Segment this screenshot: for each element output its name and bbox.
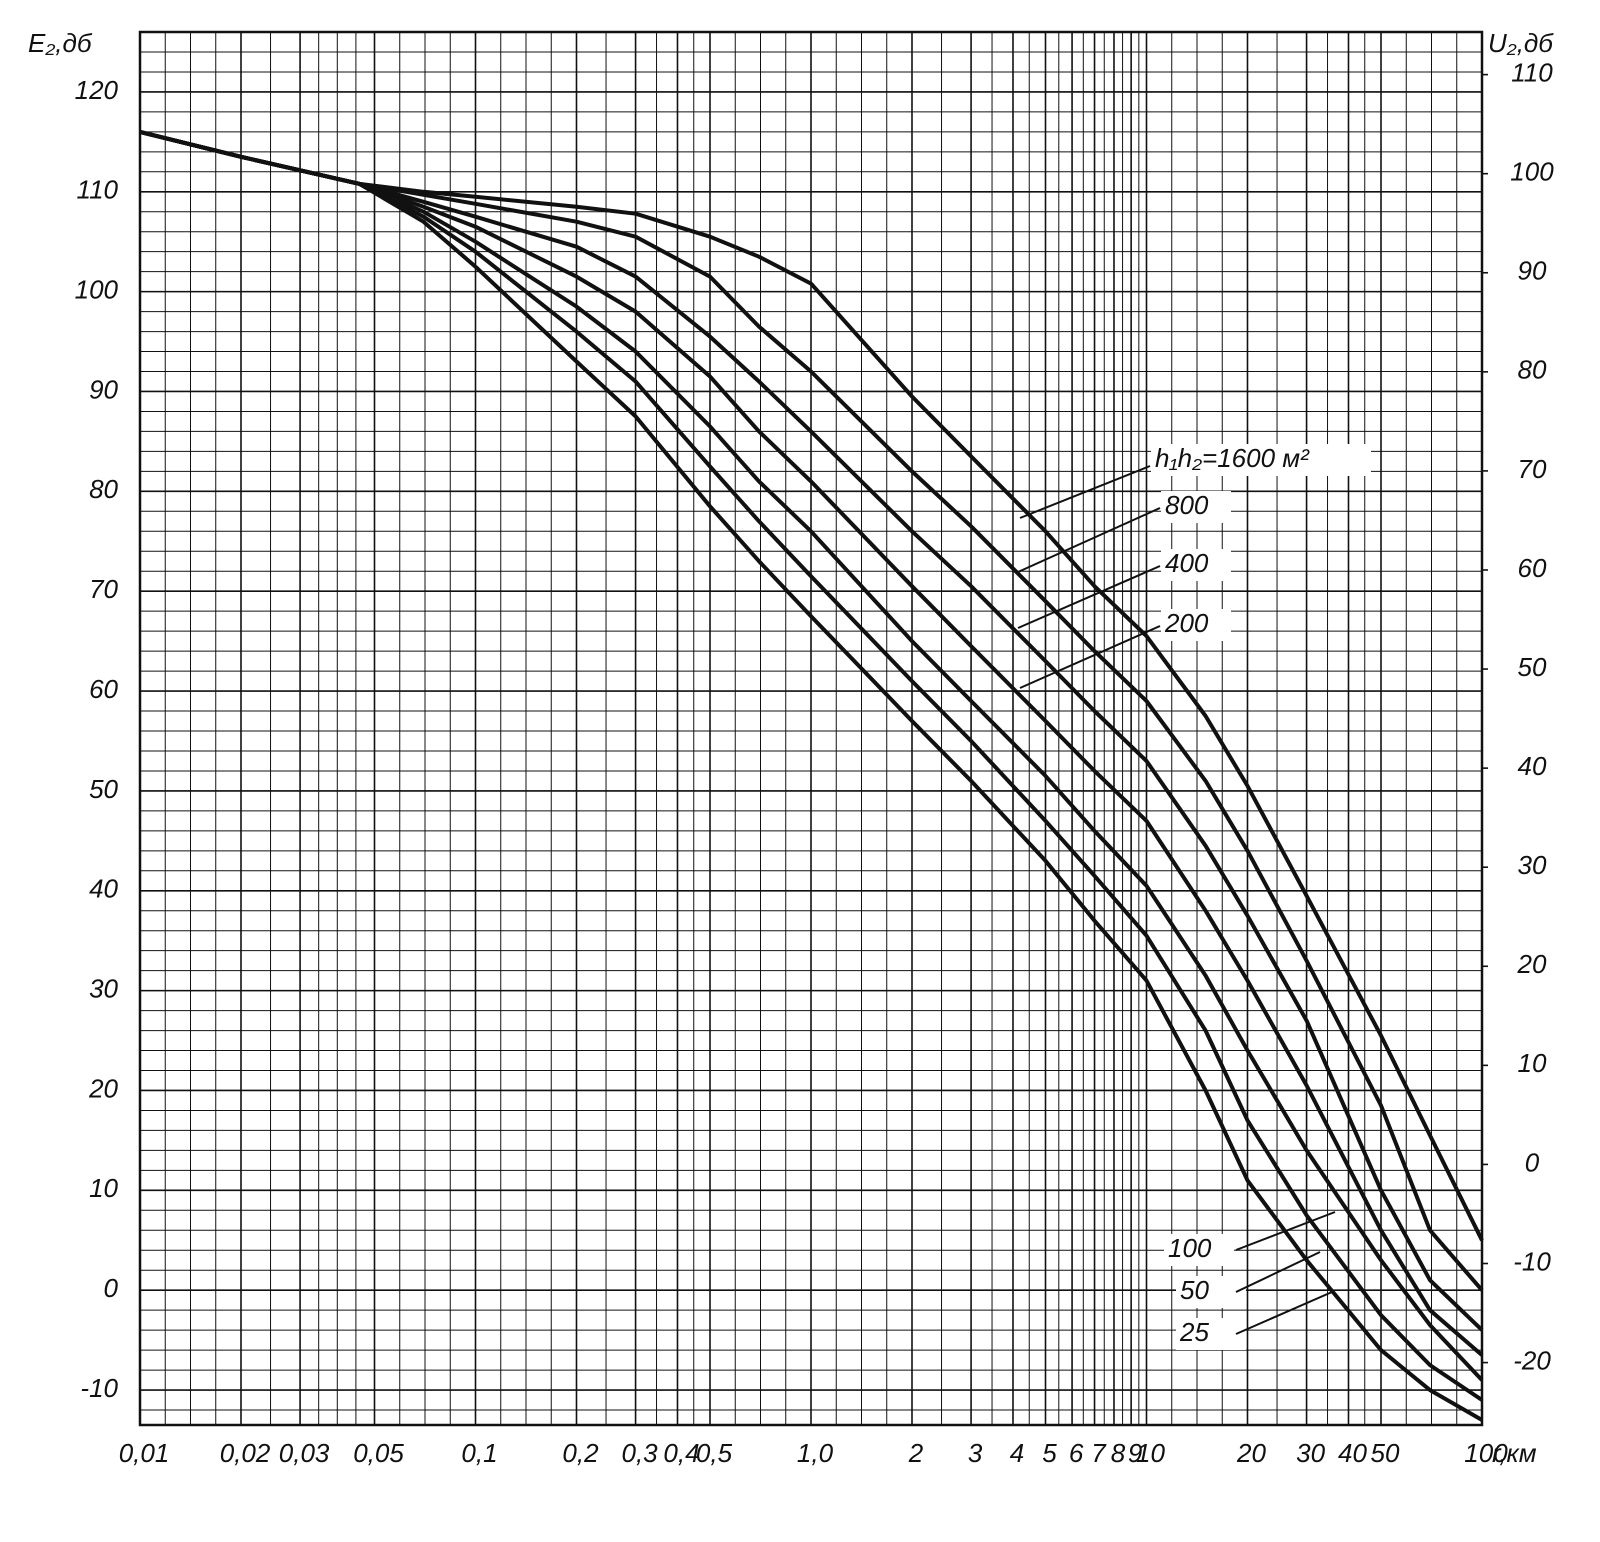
curve — [139, 129, 1484, 1292]
y-axis-title: E₂,дб — [28, 28, 93, 58]
leader-line — [1235, 1291, 1333, 1335]
x-tick-label: 10 — [1136, 1438, 1165, 1468]
curve — [139, 129, 1484, 1332]
y-tick-label: 120 — [75, 75, 119, 105]
label-background — [1176, 1276, 1246, 1308]
y2-axis-title: U₂,дб — [1488, 28, 1554, 58]
leader-line — [1019, 625, 1161, 689]
plot-frame — [138, 30, 1484, 1427]
y2-tick-label: 50 — [1518, 652, 1547, 682]
leader-line — [1235, 1211, 1336, 1251]
x-tick-label: 2 — [908, 1438, 924, 1468]
x-axis-title: r,км — [1492, 1438, 1537, 1468]
y2-tick-label: 60 — [1518, 553, 1547, 583]
x-tick-label: 30 — [1296, 1438, 1325, 1468]
curve — [139, 129, 1484, 1357]
x-tick-label: 6 — [1069, 1438, 1084, 1468]
y2-tick-label: 80 — [1518, 355, 1547, 385]
y2-tick-label: 110 — [1511, 57, 1553, 87]
y-tick-label: 100 — [75, 275, 119, 305]
leader-line — [1235, 1251, 1321, 1293]
x-tick-label: 5 — [1042, 1438, 1057, 1468]
x-tick-label: 0,3 — [621, 1438, 658, 1468]
y2-tick-label: 90 — [1518, 256, 1547, 286]
label-background — [1164, 1234, 1234, 1266]
x-tick-label: 0,4 — [663, 1438, 699, 1468]
x-tick-label: 100 — [1464, 1438, 1508, 1468]
y-tick-label: 50 — [89, 774, 118, 804]
x-tick-label: 9 — [1128, 1438, 1142, 1468]
legend-label: 800 — [1165, 490, 1209, 520]
y2-tick-label: 40 — [1518, 751, 1547, 781]
x-tick-label: 40 — [1338, 1438, 1367, 1468]
x-tick-label: 4 — [1010, 1438, 1024, 1468]
x-tick-label: 1,0 — [797, 1438, 834, 1468]
x-tick-label: 0,03 — [279, 1438, 330, 1468]
y-tick-label: 60 — [89, 674, 118, 704]
x-tick-label: 0,05 — [353, 1438, 404, 1468]
y2-tick-label: 70 — [1518, 454, 1547, 484]
x-tick-label: 3 — [968, 1438, 983, 1468]
legend-label: 100 — [1168, 1233, 1212, 1263]
leader-line — [1017, 565, 1161, 629]
y-tick-label: 80 — [89, 474, 118, 504]
y2-tick-label: -20 — [1513, 1345, 1551, 1375]
x-tick-label: 0,01 — [119, 1438, 170, 1468]
y-tick-label: 10 — [89, 1173, 118, 1203]
label-background — [1161, 549, 1231, 581]
legend-label: h₁h₂=1600 м² — [1155, 443, 1310, 473]
y2-tick-label: 10 — [1518, 1048, 1547, 1078]
y-tick-label: 0 — [104, 1273, 119, 1303]
x-tick-label: 0,1 — [461, 1438, 497, 1468]
y2-tick-label: -10 — [1513, 1246, 1551, 1276]
curve — [139, 129, 1484, 1402]
curve — [139, 129, 1483, 1422]
x-tick-label: 0,2 — [562, 1438, 599, 1468]
y2-tick-label: 30 — [1518, 850, 1547, 880]
leader-line — [1017, 507, 1161, 573]
y-tick-label: 90 — [89, 374, 118, 404]
y-tick-label: 110 — [77, 175, 119, 205]
x-tick-label: 50 — [1371, 1438, 1400, 1468]
y2-tick-label: 0 — [1525, 1147, 1540, 1177]
label-background — [1161, 609, 1231, 641]
leader-line — [1019, 465, 1151, 519]
curve — [139, 129, 1484, 1242]
legend-label: 400 — [1165, 548, 1209, 578]
label-background — [1176, 1318, 1246, 1350]
y-tick-label: 70 — [89, 574, 118, 604]
curve — [139, 129, 1484, 1382]
y-tick-label: -10 — [80, 1373, 118, 1403]
x-tick-label: 7 — [1091, 1438, 1107, 1468]
y-tick-label: 40 — [89, 874, 118, 904]
y2-tick-label: 100 — [1510, 157, 1554, 187]
y-tick-label: 20 — [88, 1073, 118, 1103]
label-background — [1151, 444, 1371, 476]
x-tick-label: 8 — [1111, 1438, 1126, 1468]
legend-label: 25 — [1179, 1317, 1209, 1347]
x-tick-label: 0,02 — [220, 1438, 271, 1468]
x-tick-label: 0,5 — [696, 1438, 733, 1468]
x-tick-label: 20 — [1236, 1438, 1266, 1468]
y-tick-label: 30 — [89, 973, 118, 1003]
legend-label: 50 — [1180, 1275, 1209, 1305]
label-background — [1161, 491, 1231, 523]
y2-tick-label: 20 — [1517, 949, 1547, 979]
legend-label: 200 — [1164, 608, 1209, 638]
